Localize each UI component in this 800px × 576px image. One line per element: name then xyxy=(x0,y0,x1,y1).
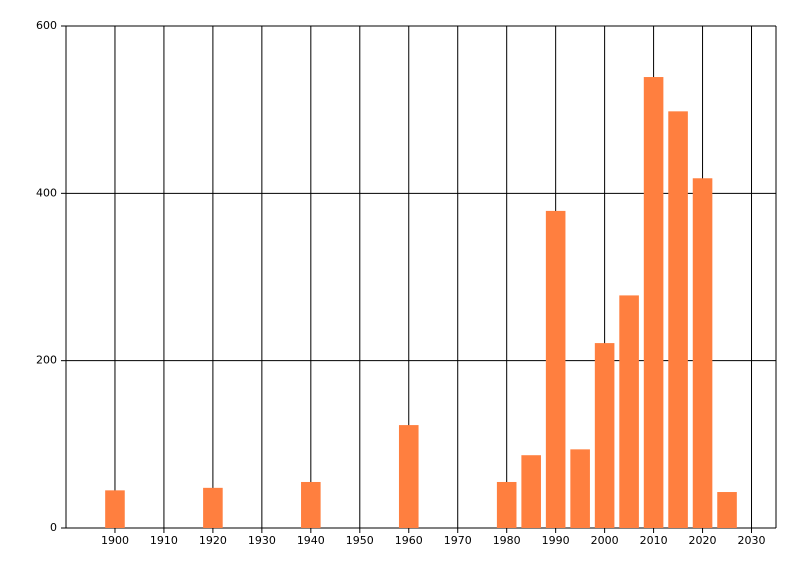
bar xyxy=(668,111,688,528)
bar xyxy=(545,210,566,529)
x-tick-label: 1940 xyxy=(297,534,325,547)
bar xyxy=(717,492,737,528)
bar xyxy=(619,295,639,528)
y-tick-label: 600 xyxy=(36,19,57,32)
y-tick-label: 400 xyxy=(36,186,57,199)
x-tick-label: 2020 xyxy=(689,534,717,547)
x-tick-label: 2030 xyxy=(738,534,766,547)
x-tick-label: 1960 xyxy=(395,534,423,547)
bar xyxy=(692,178,713,529)
bar xyxy=(594,343,615,528)
x-tick-label: 1980 xyxy=(493,534,521,547)
bar xyxy=(398,425,419,528)
x-tick-label: 1930 xyxy=(248,534,276,547)
x-tick-label: 1920 xyxy=(199,534,227,547)
x-tick-label: 1990 xyxy=(542,534,570,547)
x-tick-label: 2000 xyxy=(591,534,619,547)
x-tick-label: 1900 xyxy=(101,534,129,547)
bar xyxy=(643,77,664,528)
y-tick-label: 200 xyxy=(36,354,57,367)
bar xyxy=(496,481,517,528)
y-tick-label: 0 xyxy=(50,521,57,534)
x-tick-label: 2010 xyxy=(640,534,668,547)
x-tick-label: 1910 xyxy=(150,534,178,547)
x-tick-label: 1950 xyxy=(346,534,374,547)
bar xyxy=(105,490,125,528)
bar xyxy=(203,487,223,528)
bar xyxy=(521,455,541,528)
x-tick-label: 1970 xyxy=(444,534,472,547)
bar xyxy=(301,481,321,528)
bar xyxy=(570,449,590,528)
